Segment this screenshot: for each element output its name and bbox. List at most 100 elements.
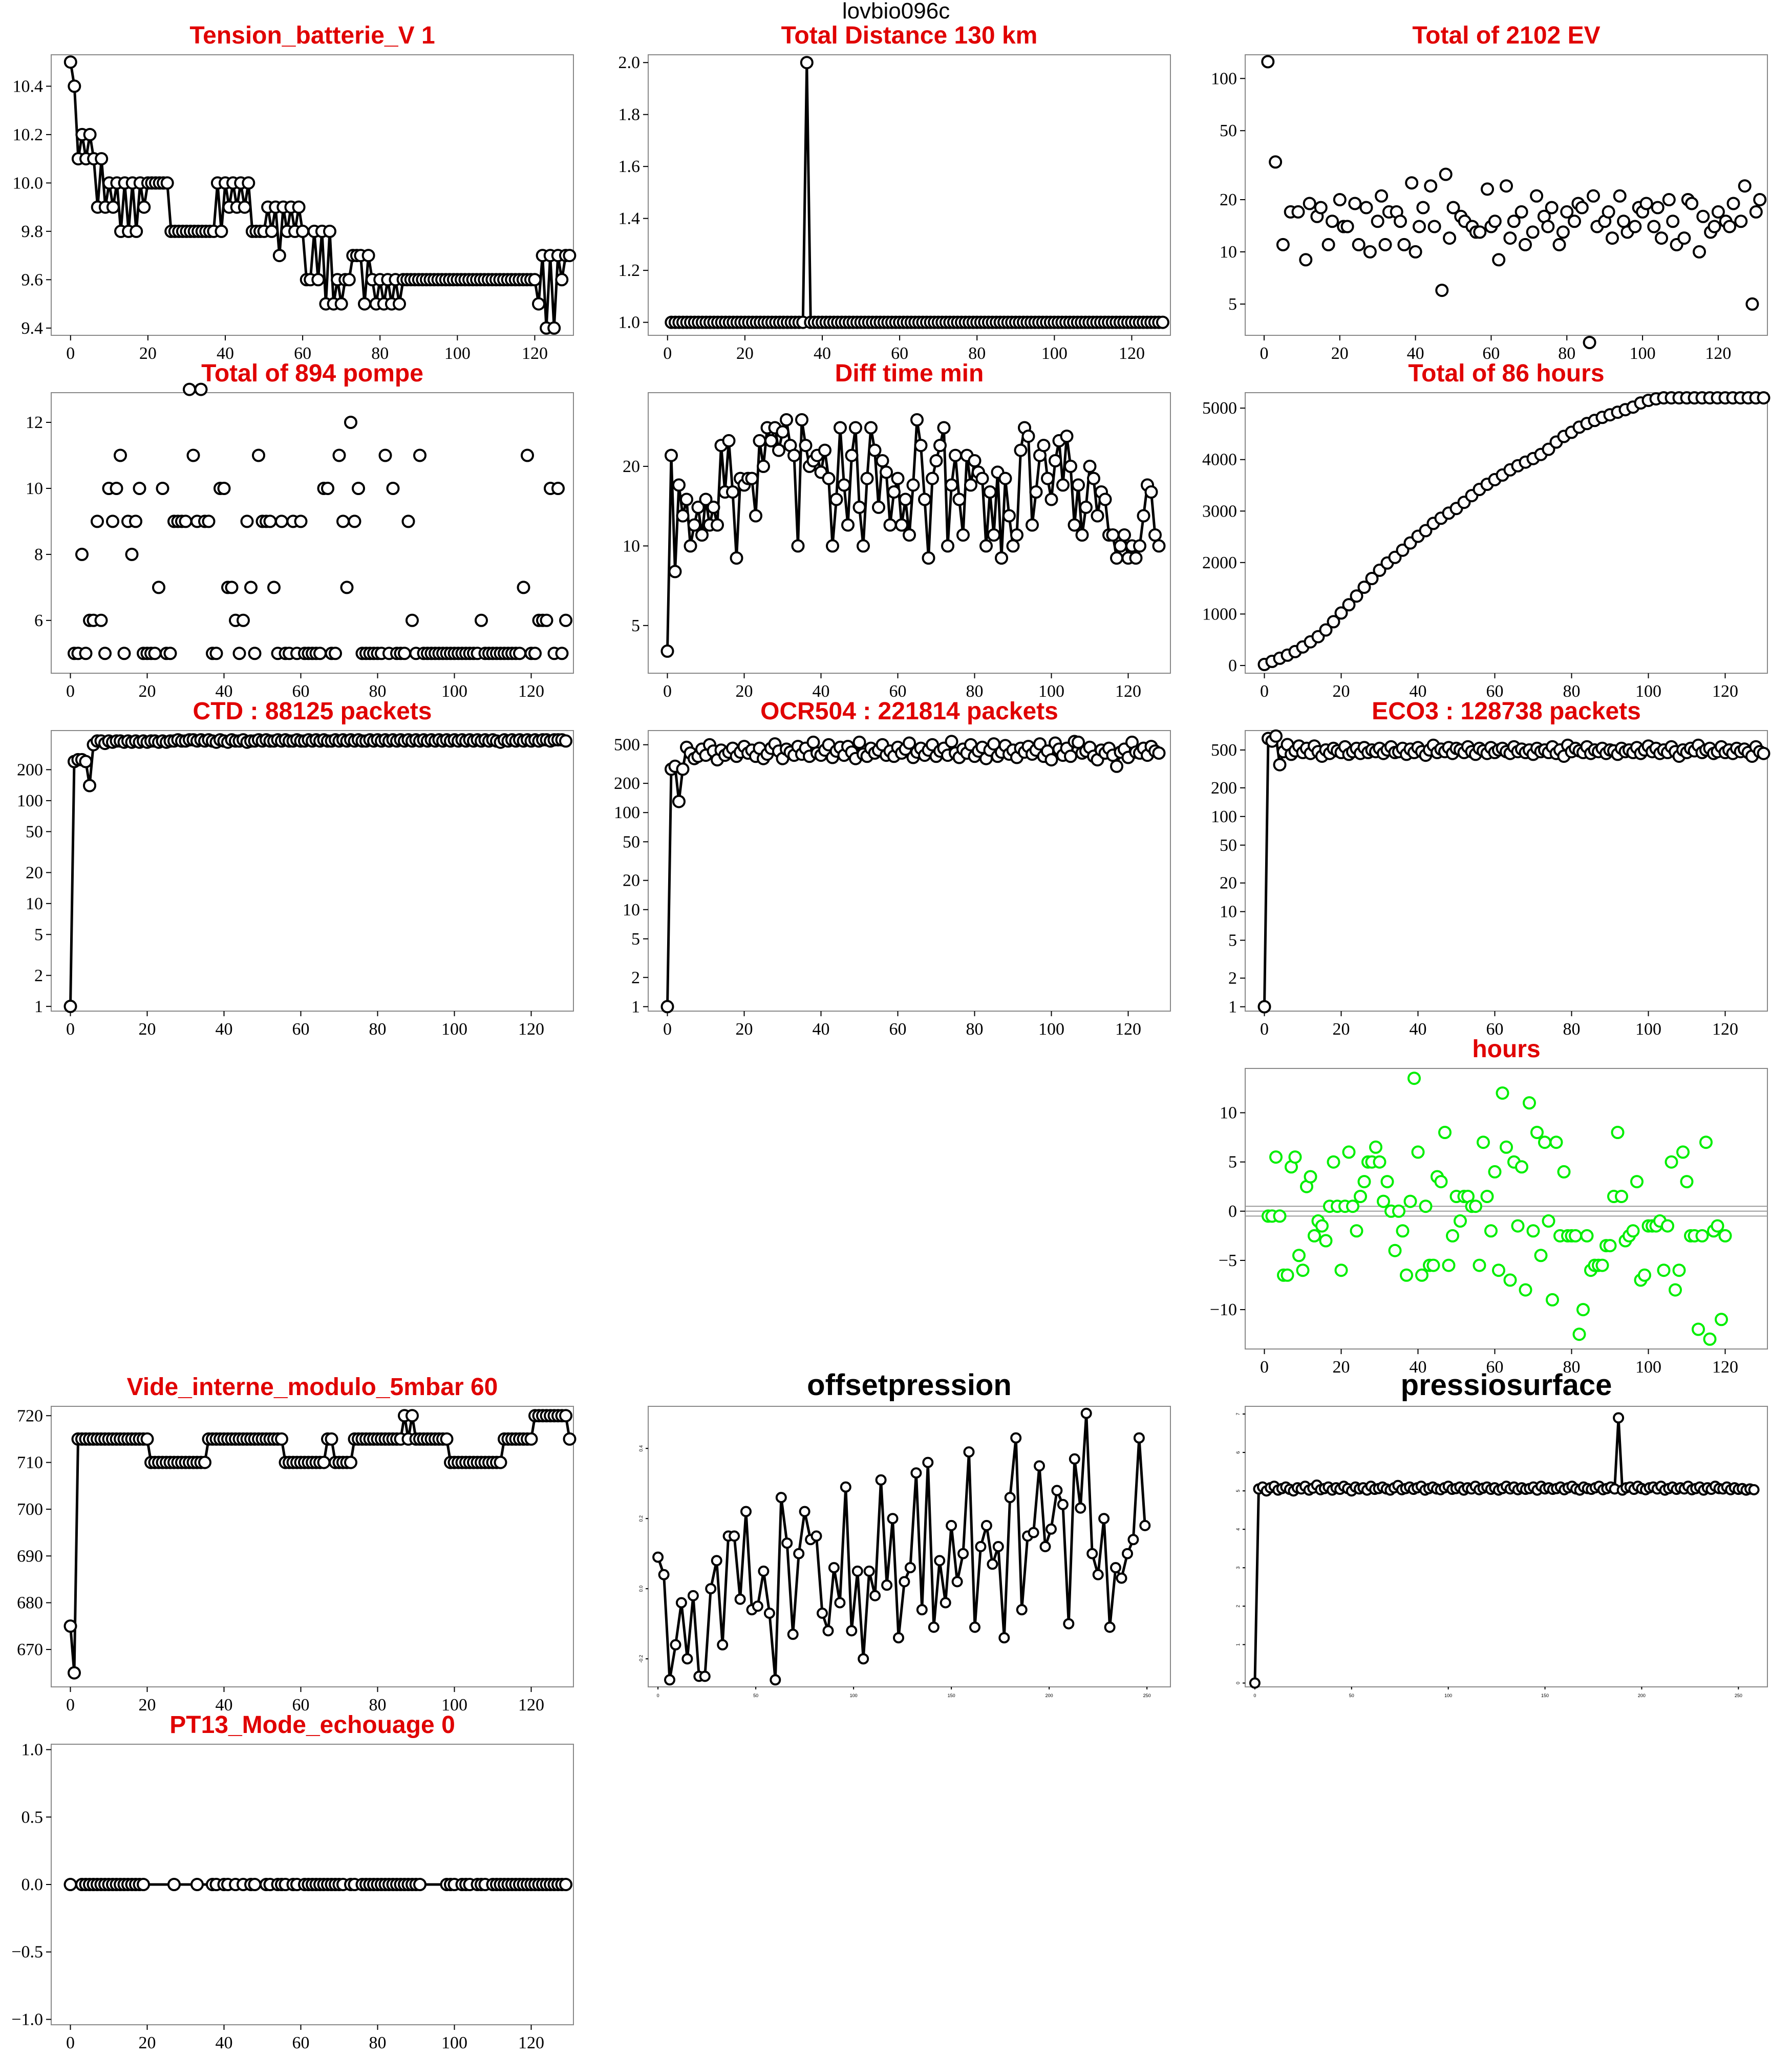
chart-svg: Total of 2102 EV 0 20 40 60 80 100 120 5 10 20 50 10… bbox=[1211, 22, 1768, 363]
data-point bbox=[1711, 205, 1725, 219]
x-tick-label: 0 bbox=[663, 344, 672, 363]
data-point bbox=[845, 448, 859, 462]
data-point bbox=[386, 482, 400, 495]
x-tick-label: 250 bbox=[1735, 1693, 1742, 1698]
data-point bbox=[79, 647, 93, 660]
y-tick-label: 50 bbox=[26, 822, 43, 841]
data-point bbox=[1357, 581, 1371, 594]
data-point bbox=[791, 539, 805, 553]
data-point bbox=[1757, 746, 1770, 760]
data-point bbox=[963, 1446, 975, 1458]
data-point bbox=[1075, 1502, 1086, 1514]
data-point bbox=[1446, 201, 1460, 215]
y-tick-label: 10 bbox=[623, 901, 640, 919]
y-tick-label: 20 bbox=[623, 871, 640, 890]
chart-title: CTD : 88125 packets bbox=[193, 698, 432, 725]
data-point bbox=[1587, 189, 1600, 203]
y-tick-label: 200 bbox=[1211, 779, 1237, 798]
y-tick-label: −1.0 bbox=[11, 2010, 43, 2029]
y-tick-label: 1.8 bbox=[618, 105, 641, 124]
y-tick-label: 9.4 bbox=[22, 319, 44, 338]
data-point bbox=[711, 1555, 722, 1567]
data-point bbox=[864, 421, 878, 435]
chart-diff-time: Diff time min 0 20 40 60 80 100 120 5 10 20 bbox=[597, 360, 1189, 704]
data-point bbox=[114, 448, 127, 462]
data-point bbox=[79, 755, 93, 768]
data-point bbox=[1321, 238, 1335, 251]
x-tick-label: 120 bbox=[1712, 682, 1738, 701]
data-point bbox=[532, 297, 545, 311]
x-tick-label: 20 bbox=[736, 682, 753, 701]
data-point bbox=[1503, 231, 1517, 245]
data-point bbox=[361, 249, 375, 263]
x-tick-label: 0 bbox=[66, 1020, 75, 1039]
data-point bbox=[1480, 1190, 1494, 1203]
x-tick-label: 100 bbox=[441, 682, 467, 701]
data-point bbox=[945, 478, 958, 492]
y-tick-label: 0 bbox=[1235, 1682, 1241, 1684]
x-tick-label: 80 bbox=[966, 682, 984, 701]
plot-frame bbox=[648, 54, 1171, 336]
chart-title: Total of 86 hours bbox=[1408, 360, 1604, 387]
data-point bbox=[63, 1619, 77, 1633]
plot-frame bbox=[1245, 1406, 1768, 1687]
chart-total-pompe: Total of 894 pompe 0 20 40 60 80 100 120 6 8 10 12 bbox=[0, 360, 592, 704]
data-point bbox=[822, 472, 836, 485]
data-point bbox=[1557, 1165, 1571, 1179]
data-point bbox=[834, 1597, 846, 1609]
data-point bbox=[940, 1597, 951, 1609]
data-point bbox=[1500, 179, 1513, 193]
data-point bbox=[1257, 1000, 1271, 1014]
data-point bbox=[1442, 1258, 1456, 1272]
y-tick-label: 680 bbox=[17, 1594, 43, 1613]
data-point bbox=[559, 734, 572, 748]
data-point bbox=[729, 1530, 740, 1542]
data-point bbox=[1454, 1214, 1467, 1228]
data-point bbox=[828, 1562, 840, 1574]
data-point bbox=[1473, 225, 1487, 239]
data-point bbox=[1319, 1234, 1333, 1248]
data-point bbox=[1542, 1214, 1555, 1228]
data-point bbox=[860, 472, 874, 485]
chart-svg: CTD : 88125 packets 0 20 40 60 80 100 120 1 2 5 10 2… bbox=[17, 698, 574, 1039]
data-point bbox=[1416, 201, 1430, 215]
data-point bbox=[1749, 205, 1763, 219]
data-point bbox=[858, 1653, 869, 1665]
plot-frame bbox=[1245, 1068, 1768, 1350]
y-tick-label: 2 bbox=[1235, 1605, 1241, 1608]
data-point bbox=[133, 482, 146, 495]
data-point bbox=[799, 439, 813, 453]
data-point bbox=[1288, 1150, 1302, 1164]
data-point bbox=[1049, 454, 1062, 467]
x-tick-label: 120 bbox=[522, 344, 548, 363]
x-tick-label: 40 bbox=[1410, 1020, 1427, 1039]
x-tick-label: 250 bbox=[1143, 1693, 1151, 1698]
data-point bbox=[1411, 1145, 1425, 1159]
data-point bbox=[975, 1541, 987, 1552]
plot-frame bbox=[51, 54, 574, 336]
data-point bbox=[1677, 231, 1691, 245]
x-tick-label: 100 bbox=[1038, 682, 1064, 701]
y-tick-label: 690 bbox=[17, 1547, 43, 1566]
data-point bbox=[152, 581, 165, 594]
data-point bbox=[167, 1878, 181, 1891]
data-point bbox=[800, 56, 814, 70]
data-point bbox=[1303, 197, 1316, 210]
chart-ctd-packets: CTD : 88125 packets 0 20 40 60 80 100 120 1 2 5 10 2… bbox=[0, 698, 592, 1042]
data-point bbox=[1037, 439, 1051, 453]
data-point bbox=[344, 416, 357, 429]
data-point bbox=[275, 1432, 288, 1446]
data-point bbox=[795, 413, 808, 426]
data-point bbox=[1723, 220, 1737, 233]
data-point bbox=[787, 448, 801, 462]
data-point bbox=[528, 647, 542, 660]
y-tick-label: 5 bbox=[631, 616, 640, 635]
data-point bbox=[745, 472, 759, 485]
data-point bbox=[787, 1629, 799, 1640]
data-point bbox=[987, 528, 1000, 542]
data-point bbox=[711, 518, 724, 532]
plot-frame bbox=[51, 730, 574, 1012]
data-point bbox=[968, 454, 982, 467]
data-point bbox=[934, 1555, 946, 1567]
x-tick-label: 40 bbox=[813, 1020, 830, 1039]
